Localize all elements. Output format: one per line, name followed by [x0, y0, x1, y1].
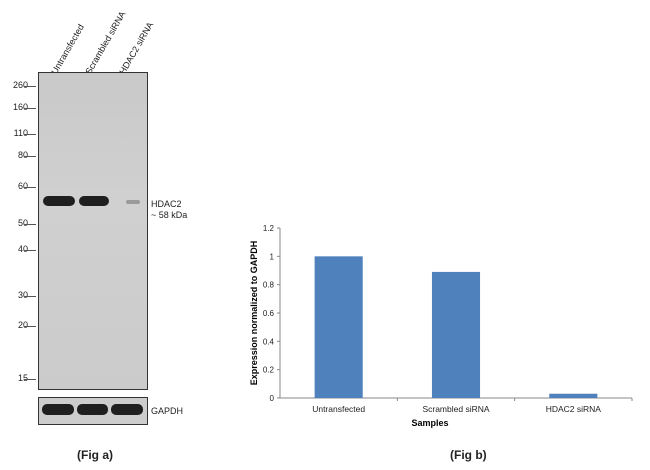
hdac2-band-untransfected [43, 196, 75, 206]
marker-tick [24, 296, 36, 297]
marker-80: 80 [17, 150, 28, 160]
x-axis-label: Samples [411, 418, 448, 428]
marker-15: 15 [17, 373, 28, 383]
x-tick-label: HDAC2 siRNA [546, 404, 602, 414]
y-tick-label: 1.2 [263, 224, 275, 233]
fig-a-caption: (Fig a) [77, 448, 113, 462]
y-tick-label: 0.8 [263, 281, 275, 290]
y-tick-label: 0.6 [263, 309, 275, 318]
marker-tick [24, 224, 36, 225]
x-tick-label: Scrambled siRNA [422, 404, 489, 414]
marker-tick [24, 379, 36, 380]
hdac2-band-hdac2-sirna [126, 200, 140, 204]
marker-160: 160 [12, 102, 28, 112]
y-tick-label: 0 [270, 394, 275, 403]
marker-tick [24, 187, 36, 188]
gapdh-label: GAPDH [151, 406, 184, 416]
marker-260: 260 [12, 80, 28, 90]
target-size: ~ 58 kDa [151, 210, 188, 220]
marker-50: 50 [17, 218, 28, 228]
hdac2-band-scrambled [79, 196, 109, 206]
bar [431, 271, 481, 398]
marker-20: 20 [17, 320, 28, 330]
bar [314, 256, 363, 398]
marker-tick [24, 250, 36, 251]
marker-tick [24, 86, 36, 87]
main-blot-image [38, 72, 148, 390]
target-label: HDAC2 [151, 199, 182, 209]
gapdh-band-scrambled [77, 404, 108, 415]
marker-tick [24, 156, 36, 157]
gapdh-band-untransfected [42, 404, 74, 415]
marker-60: 60 [17, 181, 28, 191]
y-axis-label: Expression normalized to GAPDH [249, 241, 259, 386]
marker-110: 110 [13, 128, 28, 138]
marker-30: 30 [17, 290, 28, 300]
fig-b-caption: (Fig b) [450, 448, 487, 462]
y-tick-label: 0.2 [263, 366, 275, 375]
x-tick-label: Untransfected [312, 404, 365, 414]
bar [549, 393, 598, 398]
gapdh-band-hdac2-sirna [111, 404, 143, 415]
marker-tick [24, 108, 36, 109]
y-tick-label: 1 [270, 252, 275, 261]
marker-tick [24, 326, 36, 327]
marker-40: 40 [17, 244, 28, 254]
marker-tick [24, 134, 36, 135]
y-tick-label: 0.4 [263, 337, 275, 346]
